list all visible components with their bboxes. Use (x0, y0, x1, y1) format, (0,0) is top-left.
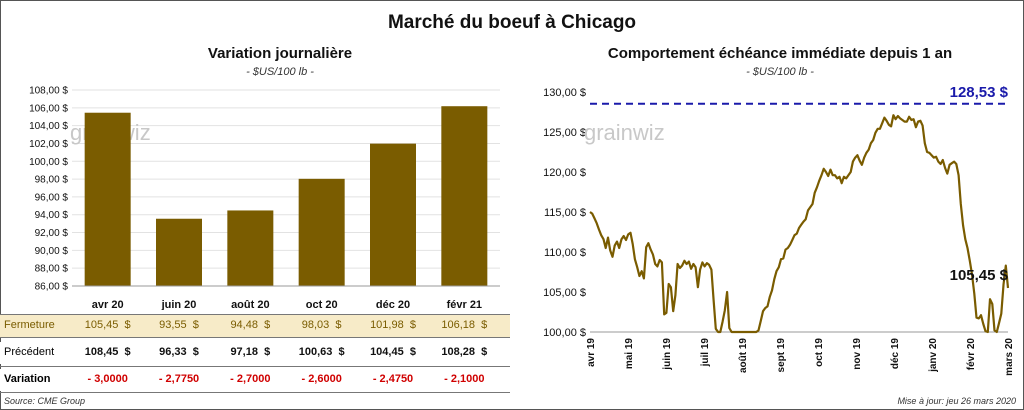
price-line (589, 114, 1010, 334)
left-chart-title: Variation journalière (207, 45, 353, 62)
table-cell: - 2,4750 (372, 373, 414, 385)
table-cell: 97,18 $ (230, 346, 271, 358)
table-row-precedent: Précédent 108,45 $ 96,33 $ 97,18 $ 100,63 $… (0, 342, 510, 364)
y-tick-label: 125,00 $ (543, 127, 586, 139)
y-tick-label: 88,00 $ (35, 264, 69, 275)
x-tick-label: févr 20 (966, 338, 977, 371)
bar-4 (370, 143, 416, 286)
x-tick-label: mai 19 (624, 338, 635, 370)
y-tick-label: 94,00 $ (35, 210, 69, 221)
x-tick-label: avr 20 (92, 299, 124, 310)
y-tick-label: 104,00 $ (29, 121, 68, 132)
table-cell: 98,03 $ (301, 319, 342, 331)
table-row-variation: Variation - 3,0000 - 2,7750 - 2,7000 - 2,60… (0, 369, 510, 391)
table-border-top (0, 314, 510, 315)
x-tick-label: sept 19 (776, 338, 787, 373)
y-tick-label: 108,00 $ (29, 86, 68, 97)
table-cell: - 2,6000 (301, 373, 342, 385)
last-value-label: 105,45 $ (950, 267, 1009, 284)
high-label: 128,53 $ (950, 84, 1009, 101)
table-cell: 100,63 $ (298, 346, 345, 358)
x-tick-label: oct 20 (306, 299, 338, 310)
x-tick-label: avr 19 (586, 338, 597, 367)
right-line-chart: 130,00 $ 125,00 $ 120,00 $ 115,00 $ 110,00 $… (543, 84, 1015, 376)
table-cell: 93,55 $ (159, 319, 199, 331)
right-chart-unit: - $US/100 lb - (746, 66, 814, 78)
y-tick-label: 86,00 $ (35, 282, 69, 293)
y-tick-label: 100,00 $ (543, 327, 586, 339)
left-chart-unit: - $US/100 lb - (246, 66, 314, 78)
table-border-bottom (0, 392, 510, 393)
table-cell: - 2,7750 (158, 373, 200, 385)
x-tick-label: janv 20 (928, 338, 939, 373)
page-title: Marché du boeuf à Chicago (387, 12, 637, 33)
x-tick-label: juin 20 (161, 299, 197, 310)
y-tick-label: 98,00 $ (35, 175, 69, 186)
table-cell: 104,45 $ (370, 346, 416, 358)
y-tick-label: 102,00 $ (29, 139, 68, 150)
y-tick-label: 130,00 $ (543, 87, 586, 99)
y-tick-label: 96,00 $ (35, 192, 69, 203)
table-cell: 101,98 $ (370, 319, 416, 331)
x-tick-label: août 19 (738, 338, 749, 373)
x-tick-label: déc 19 (890, 338, 901, 370)
y-tick-label: 110,00 $ (544, 247, 586, 259)
x-tick-label: juil 19 (700, 338, 711, 368)
update-note: Mise à jour: jeu 26 mars 2020 (897, 396, 1016, 406)
table-cell: 96,33 $ (159, 346, 199, 358)
table-cell: - 2,1000 (444, 373, 485, 385)
x-tick-label: févr 21 (447, 299, 482, 310)
table-divider (0, 366, 510, 367)
table-divider (0, 337, 510, 338)
x-tick-label: juin 19 (662, 338, 673, 371)
x-tick-label: déc 20 (376, 299, 410, 310)
bar-3 (298, 178, 345, 286)
bar-1 (156, 218, 202, 286)
x-tick-label: oct 19 (814, 338, 825, 367)
row-label: Variation (4, 373, 51, 385)
right-chart-title: Comportement échéance immédiate depuis 1… (607, 45, 953, 62)
table-row-fermeture: Fermeture 105,45 $ 93,55 $ 94,48 $ 98,03 $ 1… (0, 315, 510, 337)
y-tick-label: 100,00 $ (29, 157, 68, 168)
y-tick-label: 92,00 $ (35, 228, 69, 239)
x-tick-label: août 20 (231, 299, 270, 310)
y-tick-label: 120,00 $ (543, 167, 586, 179)
y-tick-label: 115,00 $ (544, 207, 586, 219)
table-cell: - 3,0000 (87, 373, 128, 385)
table-cell: 105,45 $ (84, 319, 131, 331)
row-label: Fermeture (4, 319, 55, 331)
table-cell: - 2,7000 (230, 373, 271, 385)
bar-2 (227, 210, 274, 286)
table-cell: 108,28 $ (441, 346, 488, 358)
x-tick-label: nov 19 (852, 338, 863, 370)
left-bar-chart: 108,00 $ 106,00 $ 104,00 $ 102,00 $ 100,00 $… (29, 86, 500, 310)
bar-0 (84, 112, 131, 286)
y-tick-label: 106,00 $ (29, 103, 68, 114)
row-label: Précédent (4, 346, 55, 358)
y-tick-label: 90,00 $ (35, 246, 69, 257)
table-cell: 108,45 $ (84, 346, 131, 358)
watermark: grainwiz (584, 120, 665, 145)
x-tick-label: mars 20 (1004, 338, 1015, 376)
bar-5 (441, 106, 488, 287)
source-note: Source: CME Group (4, 396, 86, 406)
table-cell: 106,18 $ (441, 319, 488, 331)
y-tick-label: 105,00 $ (543, 287, 586, 299)
table-cell: 94,48 $ (230, 319, 271, 331)
